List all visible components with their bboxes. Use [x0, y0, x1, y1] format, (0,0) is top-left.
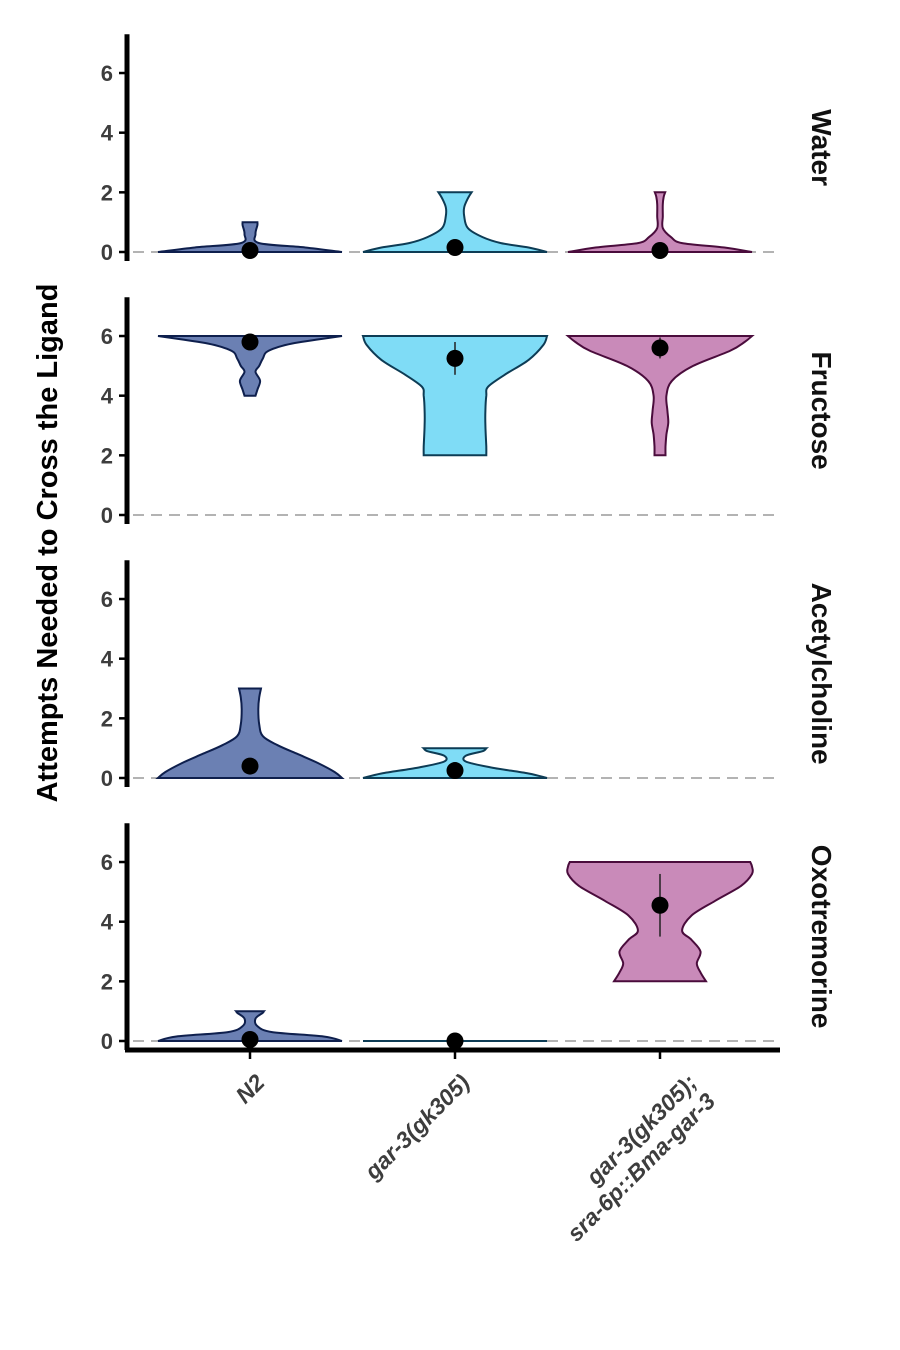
mean-point	[241, 333, 259, 351]
facet-label: Acetylcholine	[806, 583, 837, 765]
mean-point	[651, 242, 669, 260]
violin-shape	[565, 335, 755, 457]
violin-shape	[361, 335, 549, 457]
y-tick-label: 4	[101, 121, 114, 146]
mean-point	[241, 757, 259, 775]
mean-point	[446, 349, 464, 367]
facet-panel: 0 2 4 6 Acetylcholine	[101, 560, 837, 791]
y-tick-label: 6	[101, 324, 113, 349]
y-tick-label: 2	[101, 969, 113, 994]
mean-point	[651, 339, 669, 357]
mean-point	[651, 896, 669, 914]
mean-point	[446, 762, 464, 780]
violin-shape	[157, 221, 343, 253]
y-tick-label: 4	[101, 647, 114, 672]
x-tick-label: gar-3(gk305);sra-6p::Bma-gar-3	[543, 1069, 720, 1246]
y-tick-label: 4	[101, 384, 114, 409]
y-tick-label: 0	[101, 766, 113, 791]
x-tick-label-line: gar-3(gk305)	[359, 1069, 475, 1185]
y-tick-label: 6	[101, 850, 113, 875]
y-axis-label: Attempts Needed to Cross the Ligand	[32, 284, 64, 803]
x-tick-label: N2	[230, 1069, 269, 1108]
violin-shape	[567, 191, 753, 253]
x-tick-label-line: N2	[230, 1069, 269, 1108]
violin-shape	[362, 191, 548, 253]
violin-shape	[155, 687, 345, 779]
facet-panel: 0 2 4 6 Fructose	[101, 297, 837, 528]
y-tick-label: 0	[101, 503, 113, 528]
y-tick-label: 0	[101, 1029, 113, 1054]
y-tick-label: 2	[101, 706, 113, 731]
facet-panel: 0 2 4 6 Water	[101, 34, 837, 265]
mean-point	[241, 1031, 259, 1049]
y-tick-label: 6	[101, 61, 113, 86]
y-tick-label: 0	[101, 240, 113, 265]
violin-shape	[157, 1010, 343, 1042]
facet-label: Water	[806, 109, 837, 186]
plot-area: 0 2 4 6 Water 0 2 4 6 Fructose 0 2 4 6 Acetylcholine 0 2…	[101, 34, 837, 1246]
y-tick-label: 2	[101, 443, 113, 468]
facet-panel: 0 2 4 6 Oxotremorine	[101, 823, 837, 1054]
mean-point	[446, 239, 464, 257]
violin-shape	[157, 335, 343, 397]
y-tick-label: 4	[101, 910, 114, 935]
mean-point	[241, 242, 259, 260]
x-tick-label: gar-3(gk305)	[359, 1069, 475, 1185]
facet-label: Fructose	[806, 351, 837, 469]
facet-label: Oxotremorine	[806, 845, 837, 1029]
mean-point	[446, 1032, 464, 1050]
y-tick-label: 6	[101, 587, 113, 612]
y-tick-label: 2	[101, 180, 113, 205]
